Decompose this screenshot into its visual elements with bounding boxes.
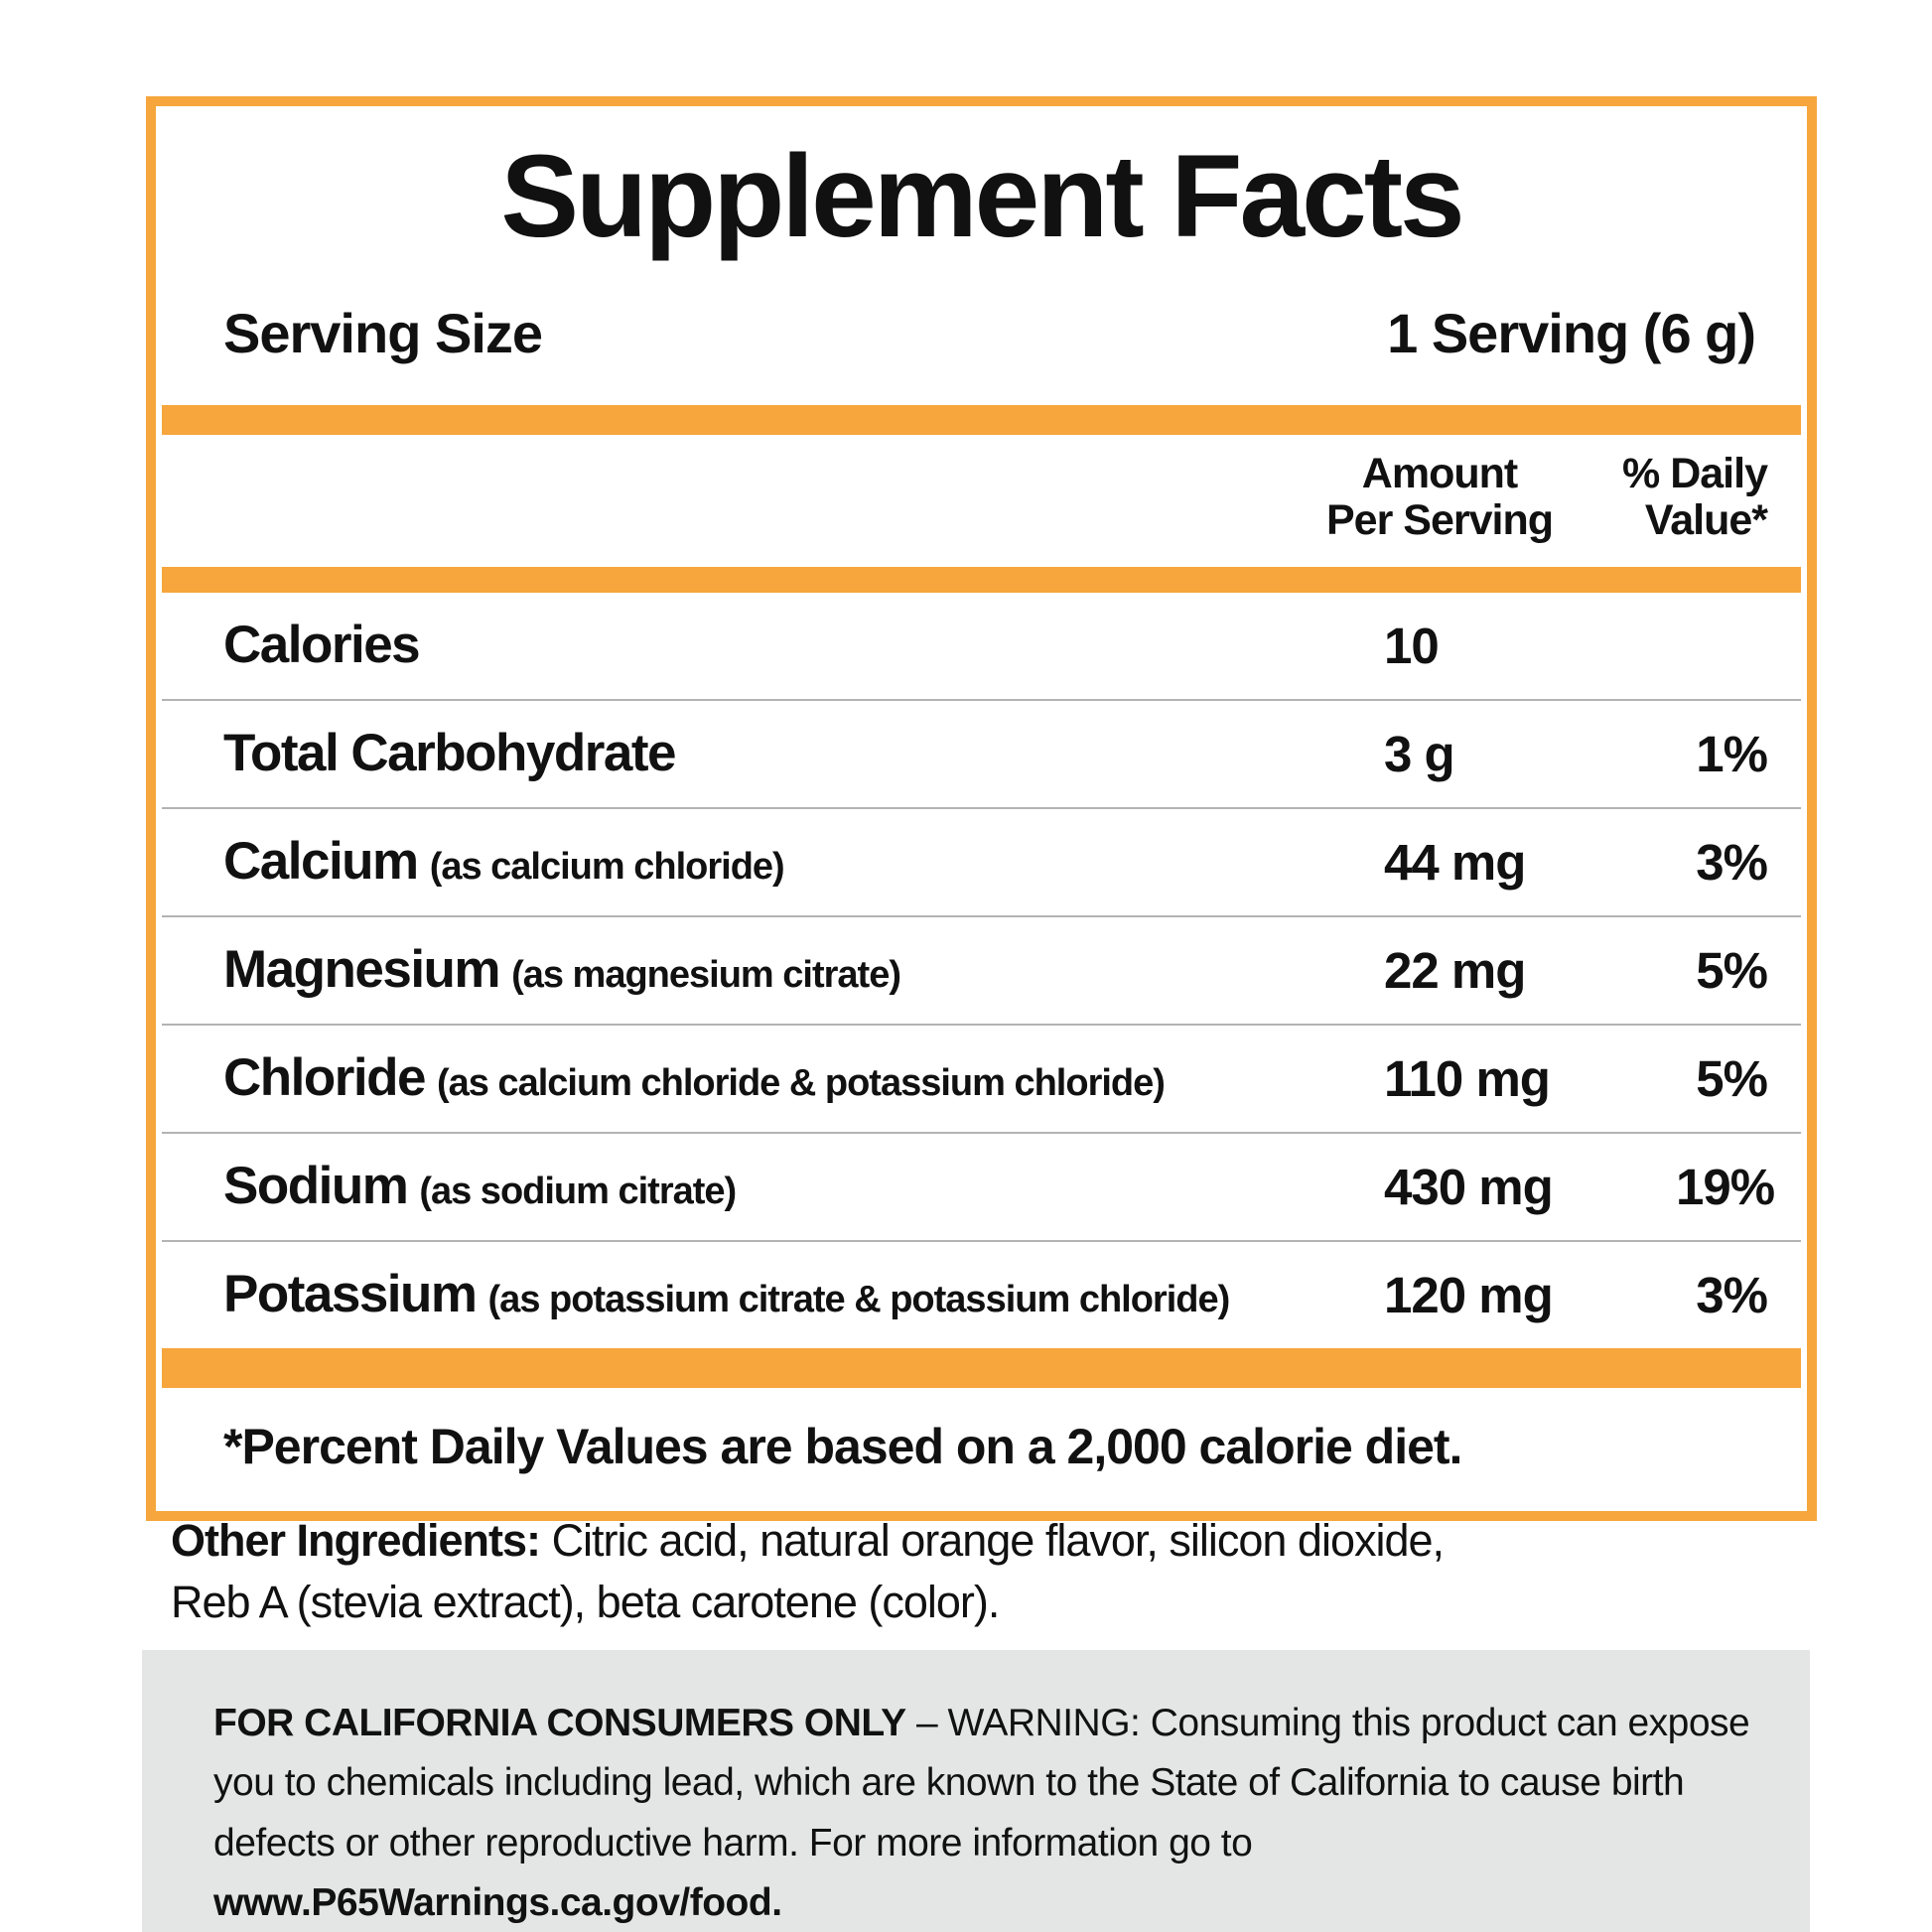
- nutrient-amount: 3 g: [1384, 725, 1455, 782]
- daily-value-footnote: *Percent Daily Values are based on a 2,0…: [223, 1418, 1462, 1474]
- nutrient-daily-value: 5%: [1696, 1049, 1768, 1107]
- nutrient-amount: 430 mg: [1384, 1158, 1554, 1215]
- serving-size-row: Serving Size 1 Serving (6 g): [156, 301, 1807, 365]
- other-ingredients: Other Ingredients: Citric acid, natural …: [171, 1510, 1720, 1633]
- table-row-total-carbohydrate: Total Carbohydrate 3 g 1%: [162, 698, 1801, 807]
- california-warning-text: FOR CALIFORNIA CONSUMERS ONLY – WARNING:…: [213, 1694, 1750, 1932]
- table-row-calcium: Calcium (as calcium chloride) 44 mg 3%: [162, 806, 1801, 915]
- table-row-calories: Calories 10: [162, 593, 1801, 699]
- serving-size-label: Serving Size: [223, 301, 543, 364]
- serving-size-value: 1 Serving (6 g): [1387, 301, 1756, 364]
- california-warning-url: www.P65Warnings.ca.gov/food.: [213, 1881, 782, 1925]
- nutrient-daily-value: 19%: [1676, 1158, 1775, 1215]
- other-ingredients-line2: Reb A (stevia extract), beta carotene (c…: [171, 1577, 1000, 1628]
- nutrient-source: (as magnesium citrate): [511, 953, 901, 996]
- panel-title: Supplement Facts: [500, 131, 1464, 262]
- amount-per-serving-header: Amount Per Serving: [1326, 449, 1554, 545]
- table-header-row: Amount Per Serving % Daily Value*: [156, 435, 1807, 559]
- nutrient-amount: 110 mg: [1384, 1049, 1551, 1107]
- nutrient-amount: 44 mg: [1384, 833, 1526, 891]
- nutrient-amount: 22 mg: [1384, 941, 1526, 999]
- nutrient-daily-value: 1%: [1696, 725, 1768, 782]
- nutrient-name: Chloride: [223, 1047, 426, 1107]
- nutrient-name: Potassium: [223, 1264, 478, 1323]
- nutrient-daily-value: 5%: [1696, 941, 1768, 999]
- nutrient-amount: 10: [1384, 617, 1440, 674]
- nutrient-source: (as calcium chloride & potassium chlorid…: [436, 1061, 1166, 1104]
- california-warning-body: – WARNING: Consuming this product can ex…: [213, 1702, 1750, 1864]
- table-row-magnesium: Magnesium (as magnesium citrate) 22 mg 5%: [162, 914, 1801, 1024]
- california-warning-box: FOR CALIFORNIA CONSUMERS ONLY – WARNING:…: [142, 1650, 1810, 1932]
- nutrient-name: Calories: [223, 615, 421, 674]
- nutrient-amount: 120 mg: [1384, 1266, 1554, 1323]
- supplement-facts-panel: Supplement Facts Serving Size 1 Serving …: [146, 96, 1817, 1521]
- divider-bar-top: [162, 404, 1801, 435]
- divider-bar-header: [162, 566, 1801, 593]
- nutrient-source: (as calcium chloride): [429, 845, 785, 888]
- nutrient-table: Calories 10 Total Carbohydrate 3 g 1% Ca…: [162, 593, 1801, 1348]
- table-row-potassium: Potassium (as potassium citrate & potassi…: [162, 1239, 1801, 1348]
- nutrient-daily-value: 3%: [1696, 1266, 1768, 1323]
- table-row-chloride: Chloride (as calcium chloride & potassium…: [162, 1023, 1801, 1132]
- nutrient-name: Sodium: [223, 1156, 409, 1215]
- nutrient-name: Magnesium: [223, 939, 501, 999]
- nutrient-daily-value: 3%: [1696, 833, 1768, 891]
- other-ingredients-label: Other Ingredients:: [171, 1515, 541, 1566]
- nutrient-name: Total Carbohydrate: [223, 723, 676, 782]
- other-ingredients-line1: Citric acid, natural orange flavor, sili…: [551, 1515, 1445, 1566]
- nutrient-name: Calcium: [223, 831, 419, 891]
- nutrient-source: (as sodium citrate): [419, 1170, 737, 1212]
- nutrient-source: (as potassium citrate & potassium chlori…: [487, 1278, 1231, 1320]
- divider-bar-bottom: [162, 1347, 1801, 1388]
- california-warning-heading: FOR CALIFORNIA CONSUMERS ONLY: [213, 1702, 906, 1744]
- table-row-sodium: Sodium (as sodium citrate) 430 mg 19%: [162, 1131, 1801, 1240]
- percent-daily-value-header: % Daily Value*: [1622, 449, 1768, 545]
